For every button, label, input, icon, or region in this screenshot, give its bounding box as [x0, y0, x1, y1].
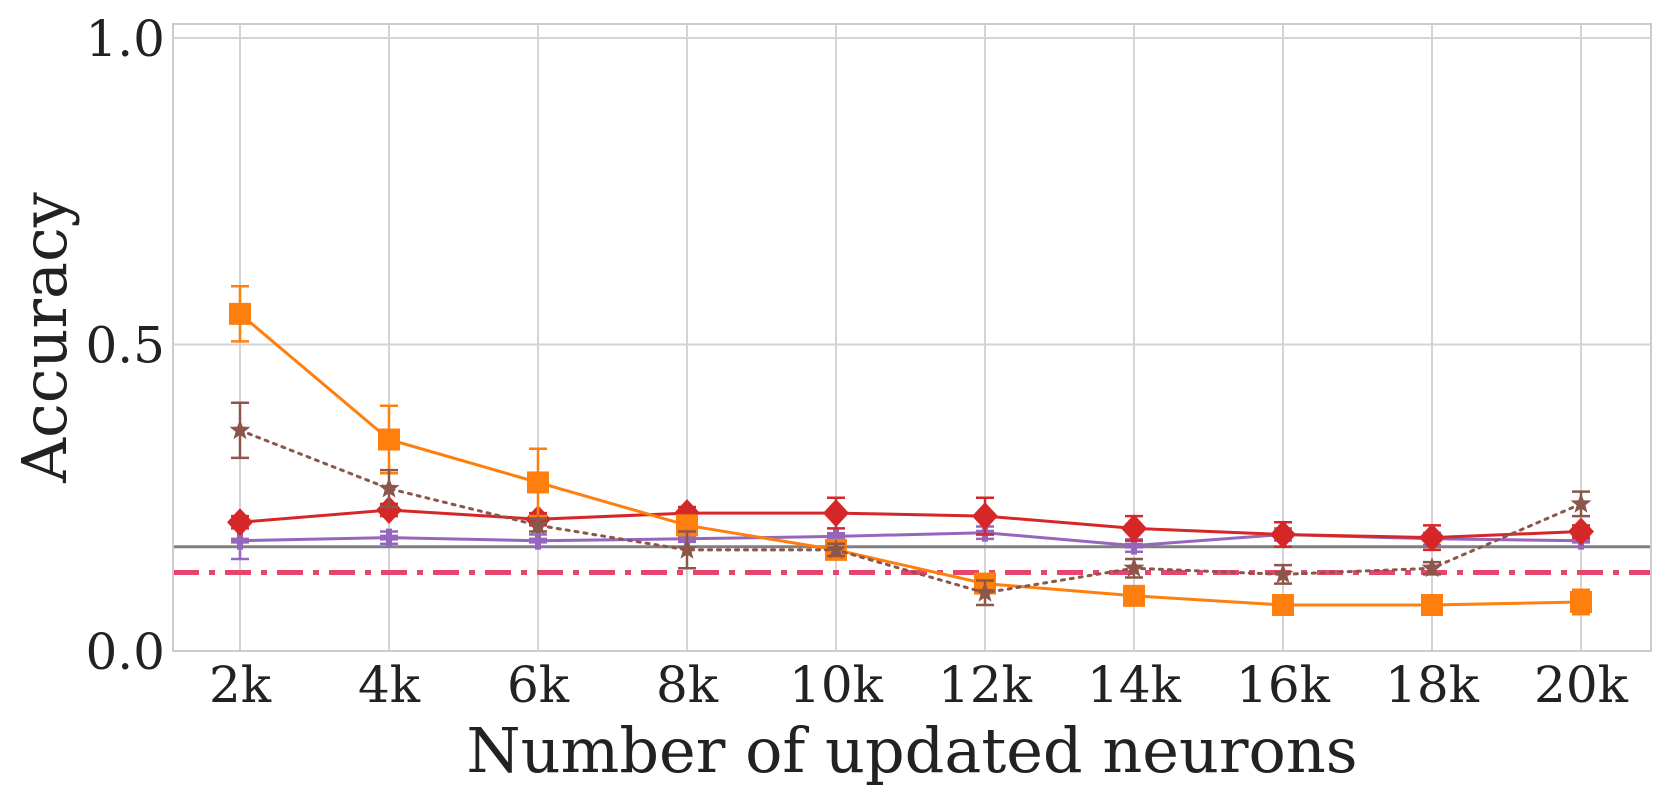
- tick-labels: 2k 4k 6k 8k 10k 12k 14k 16k 18k 20k 0.0 0.5 1.0: [85, 10, 1628, 714]
- data-point-diamond: [376, 496, 402, 525]
- x-tick-label: 18k: [1385, 656, 1480, 714]
- x-tick-label: 4k: [358, 656, 421, 714]
- data-point-square: [1123, 584, 1145, 607]
- x-tick-label: 8k: [656, 656, 719, 714]
- data-point-square: [378, 428, 400, 451]
- data-point-diamond: [1419, 523, 1445, 552]
- series-line: [238, 428, 1583, 595]
- x-tick-label: 12k: [938, 656, 1033, 714]
- data-point-star: [229, 419, 251, 440]
- data-point-star: [974, 581, 996, 602]
- series-line: [239, 531, 1582, 548]
- series-line: [239, 508, 1582, 540]
- series-square: [229, 285, 1592, 617]
- data-point-square: [229, 302, 251, 325]
- series-layer: [227, 285, 1594, 617]
- x-tick-label: 10k: [789, 656, 884, 714]
- grid-layer: [173, 24, 1651, 651]
- data-point-plus: [380, 528, 398, 547]
- y-tick-label: 1.0: [85, 10, 165, 68]
- data-point-square: [1272, 594, 1294, 617]
- series-diamond: [227, 496, 1594, 552]
- data-point-diamond: [1568, 517, 1594, 546]
- x-tick-label: 20k: [1534, 656, 1629, 714]
- data-point-square: [1421, 594, 1443, 617]
- y-axis-title: Accuracy: [8, 192, 81, 484]
- data-point-square: [1570, 590, 1592, 613]
- x-tick-label: 14k: [1087, 656, 1182, 714]
- data-point-diamond: [227, 508, 253, 537]
- series-star: [229, 401, 1592, 607]
- x-tick-label: 6k: [507, 656, 570, 714]
- data-point-diamond: [972, 502, 998, 531]
- data-point-star: [676, 538, 698, 559]
- y-tick-label: 0.0: [85, 623, 165, 681]
- data-point-diamond: [1121, 514, 1147, 543]
- x-tick-label: 2k: [209, 656, 272, 714]
- y-tick-label: 0.5: [85, 317, 165, 375]
- data-point-star: [378, 477, 400, 498]
- x-axis-title: Number of updated neurons: [466, 714, 1357, 787]
- data-point-star: [1123, 557, 1145, 578]
- data-point-star: [1570, 492, 1592, 513]
- data-point-star: [1421, 557, 1443, 578]
- data-point-star: [825, 538, 847, 559]
- data-point-plus: [529, 531, 547, 550]
- series-line: [239, 312, 1582, 607]
- data-point-diamond: [1270, 520, 1296, 549]
- plot-frame: [172, 23, 1652, 652]
- x-tick-label: 16k: [1236, 656, 1331, 714]
- data-point-square: [527, 471, 549, 494]
- data-point-star: [527, 514, 549, 535]
- series-plus: [231, 521, 1590, 561]
- data-point-star: [1272, 563, 1294, 584]
- data-point-diamond: [823, 499, 849, 528]
